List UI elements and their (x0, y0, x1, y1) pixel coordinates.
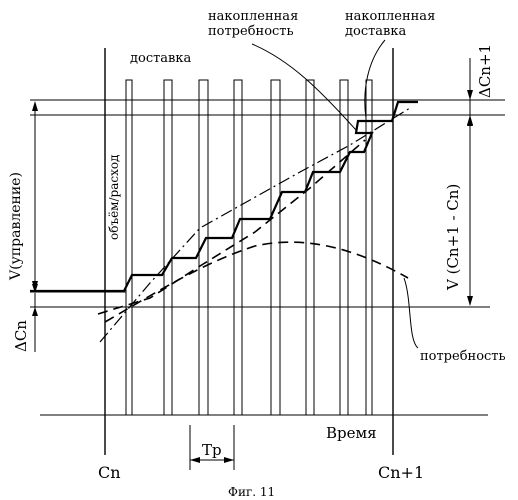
accumulated-trend-line (98, 140, 365, 314)
accumulated-delivery-label-1: накопленная (345, 9, 435, 24)
cn-label: Cn (98, 463, 121, 482)
delivery-pulse (366, 80, 372, 415)
demand-curve (105, 242, 408, 322)
delivery-pulse (164, 80, 172, 415)
accumulated-demand-label-2: потребность (208, 24, 294, 39)
v-cn1-cn-dimension (467, 116, 473, 306)
accumulated-demand-label-1: накопленная (208, 9, 298, 24)
delta-cn-dimension (32, 284, 38, 352)
volume-consumption-label: объём/расход (107, 155, 121, 241)
delivery-pulse (126, 80, 132, 415)
demand-leader (404, 278, 418, 348)
accumulated-delivery-staircase (30, 102, 418, 291)
accumulated-delivery-leader (365, 40, 385, 118)
v-cn1-cn-label: V (Cn+1 - Cn) (444, 184, 462, 291)
accumulated-delivery-label-2: доставка (345, 24, 406, 39)
delivery-pulse (340, 80, 348, 415)
time-label: Время (326, 424, 377, 442)
tp-label: Tp (202, 441, 222, 459)
v-control-label: V(управление) (8, 172, 24, 281)
delivery-pulse (271, 80, 280, 415)
delivery-label: доставка (130, 51, 191, 66)
delivery-pulse (306, 80, 314, 415)
demand-label: потребность (420, 349, 506, 364)
delta-cn1-label: ΔCn+1 (476, 44, 494, 98)
delivery-pulse (234, 80, 242, 415)
v-control-dimension (32, 101, 38, 291)
delta-cn-label: ΔCn (12, 320, 30, 352)
cn1-label: Cn+1 (378, 463, 424, 482)
figure-caption: Фиг. 11 (228, 485, 275, 499)
